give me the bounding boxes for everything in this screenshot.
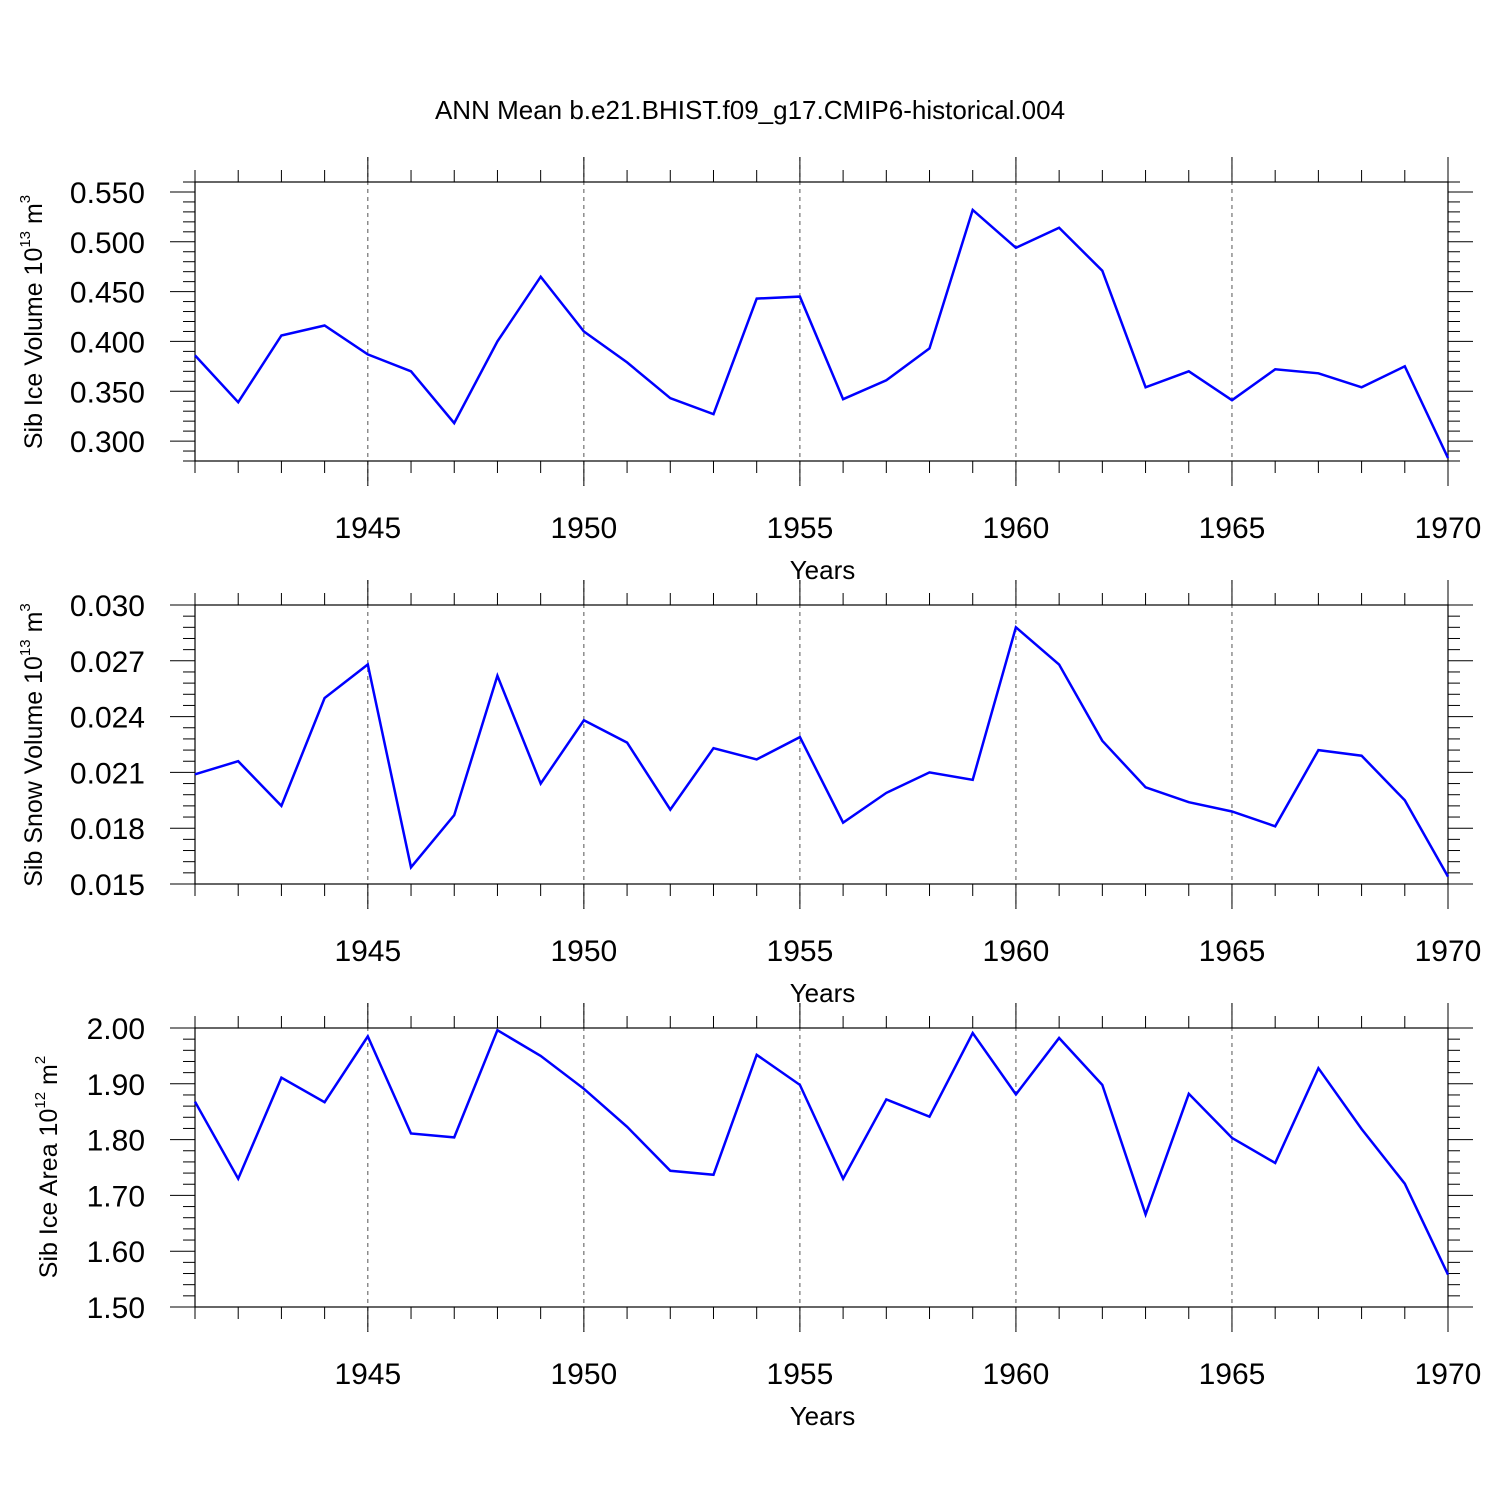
chart-panel-3: 1.50 1.60 1.70 1.80 1.90 2.00 1945 1950 1955 1960…: [32, 1003, 1481, 1431]
chart-panel-1: 0.300 0.350 0.400 0.450 0.500 0.550 1945 1950 19…: [17, 157, 1481, 585]
x-axis-label: Years: [790, 555, 856, 585]
x-tick-label: 1960: [983, 1358, 1050, 1391]
x-tick-label: 1970: [1415, 512, 1482, 545]
x-tick-label: 1955: [767, 512, 834, 545]
chart-panels: 0.300 0.350 0.400 0.450 0.500 0.550 1945 1950 19…: [17, 157, 1481, 1431]
y-tick-label: 1.70: [87, 1180, 145, 1213]
y-tick-label: 0.030: [70, 590, 145, 623]
y-tick-label: 0.024: [70, 702, 145, 735]
x-tick-label: 1945: [334, 1358, 401, 1391]
x-tick-label: 1945: [334, 512, 401, 545]
plot-frame: [194, 1027, 1449, 1308]
y-tick-label: 0.350: [70, 376, 145, 409]
x-tick-label: 1960: [983, 512, 1050, 545]
data-series-line: [194, 207, 1450, 459]
y-tick-label: 0.018: [70, 813, 145, 846]
y-tick-label: 0.027: [70, 646, 145, 679]
x-tick-label: 1950: [550, 935, 617, 968]
y-axis-label: Sib Ice Volume 1013 m3: [17, 195, 48, 449]
y-tick-label: 0.015: [70, 869, 145, 902]
y-tick-label: 1.50: [87, 1292, 145, 1325]
x-axis-label: Years: [790, 1401, 856, 1431]
x-tick-label: 1950: [550, 512, 617, 545]
y-tick-label: 2.00: [87, 1013, 145, 1046]
plot-frame: [194, 604, 1449, 885]
x-tick-label: 1965: [1199, 512, 1266, 545]
x-tick-label: 1950: [550, 1358, 617, 1391]
x-tick-label: 1960: [983, 935, 1050, 968]
y-axis-label: Sib Ice Area 1012 m2: [32, 1056, 63, 1278]
x-axis-label: Years: [790, 978, 856, 1008]
x-tick-label: 1965: [1199, 1358, 1266, 1391]
chart-title: ANN Mean b.e21.BHIST.f09_g17.CMIP6-histo…: [435, 95, 1065, 125]
y-axis-label: Sib Snow Volume 1013 m3: [17, 603, 48, 887]
x-tick-label: 1945: [334, 935, 401, 968]
chart-panel-2: 0.015 0.018 0.021 0.024 0.027 0.030 1945 1950 19…: [17, 580, 1481, 1008]
data-series-line: [194, 625, 1450, 878]
y-tick-label: 1.90: [87, 1069, 145, 1102]
x-tick-label: 1955: [767, 935, 834, 968]
y-tick-label: 0.400: [70, 326, 145, 359]
y-tick-label: 0.450: [70, 277, 145, 310]
x-tick-label: 1970: [1415, 1358, 1482, 1391]
x-tick-label: 1955: [767, 1358, 834, 1391]
y-tick-label: 1.80: [87, 1125, 145, 1158]
y-tick-label: 0.021: [70, 757, 145, 790]
y-tick-label: 0.300: [70, 426, 145, 459]
y-tick-label: 0.550: [70, 177, 145, 210]
x-tick-label: 1965: [1199, 935, 1266, 968]
y-tick-label: 1.60: [87, 1236, 145, 1269]
y-tick-label: 0.500: [70, 227, 145, 260]
x-tick-label: 1970: [1415, 935, 1482, 968]
data-series-line: [193, 1028, 1450, 1276]
plot-frame: [194, 181, 1449, 462]
